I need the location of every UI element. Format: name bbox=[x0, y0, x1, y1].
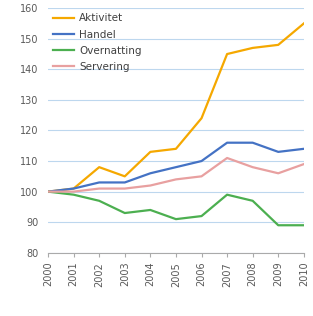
Line: Aktivitet: Aktivitet bbox=[48, 23, 304, 191]
Overnatting bbox=[72, 193, 75, 197]
Overnatting bbox=[200, 214, 203, 218]
Aktivitet bbox=[97, 165, 101, 169]
Overnatting bbox=[123, 211, 127, 215]
Aktivitet bbox=[46, 190, 50, 193]
Handel bbox=[97, 180, 101, 184]
Servering bbox=[46, 190, 50, 193]
Handel bbox=[302, 147, 306, 151]
Aktivitet bbox=[225, 52, 229, 56]
Overnatting bbox=[174, 217, 178, 221]
Overnatting bbox=[46, 190, 50, 193]
Handel bbox=[225, 141, 229, 145]
Handel bbox=[276, 150, 280, 154]
Handel bbox=[72, 187, 75, 191]
Overnatting bbox=[302, 223, 306, 227]
Overnatting bbox=[251, 199, 254, 203]
Line: Servering: Servering bbox=[48, 158, 304, 191]
Handel bbox=[123, 180, 127, 184]
Servering bbox=[302, 162, 306, 166]
Aktivitet bbox=[276, 43, 280, 47]
Servering bbox=[225, 156, 229, 160]
Overnatting bbox=[97, 199, 101, 203]
Aktivitet bbox=[148, 150, 152, 154]
Handel bbox=[200, 159, 203, 163]
Overnatting bbox=[148, 208, 152, 212]
Servering bbox=[276, 171, 280, 175]
Servering bbox=[148, 184, 152, 187]
Handel bbox=[251, 141, 254, 145]
Aktivitet bbox=[302, 21, 306, 25]
Servering bbox=[251, 165, 254, 169]
Line: Overnatting: Overnatting bbox=[48, 191, 304, 225]
Handel bbox=[46, 190, 50, 193]
Servering bbox=[200, 174, 203, 178]
Legend: Aktivitet, Handel, Overnatting, Servering: Aktivitet, Handel, Overnatting, Serverin… bbox=[51, 11, 144, 74]
Aktivitet bbox=[123, 174, 127, 178]
Aktivitet bbox=[251, 46, 254, 50]
Aktivitet bbox=[200, 116, 203, 120]
Servering bbox=[72, 190, 75, 193]
Aktivitet bbox=[72, 187, 75, 191]
Servering bbox=[97, 187, 101, 191]
Aktivitet bbox=[174, 147, 178, 151]
Overnatting bbox=[276, 223, 280, 227]
Servering bbox=[123, 187, 127, 191]
Overnatting bbox=[225, 193, 229, 197]
Handel bbox=[148, 171, 152, 175]
Line: Handel: Handel bbox=[48, 143, 304, 191]
Handel bbox=[174, 165, 178, 169]
Servering bbox=[174, 178, 178, 181]
